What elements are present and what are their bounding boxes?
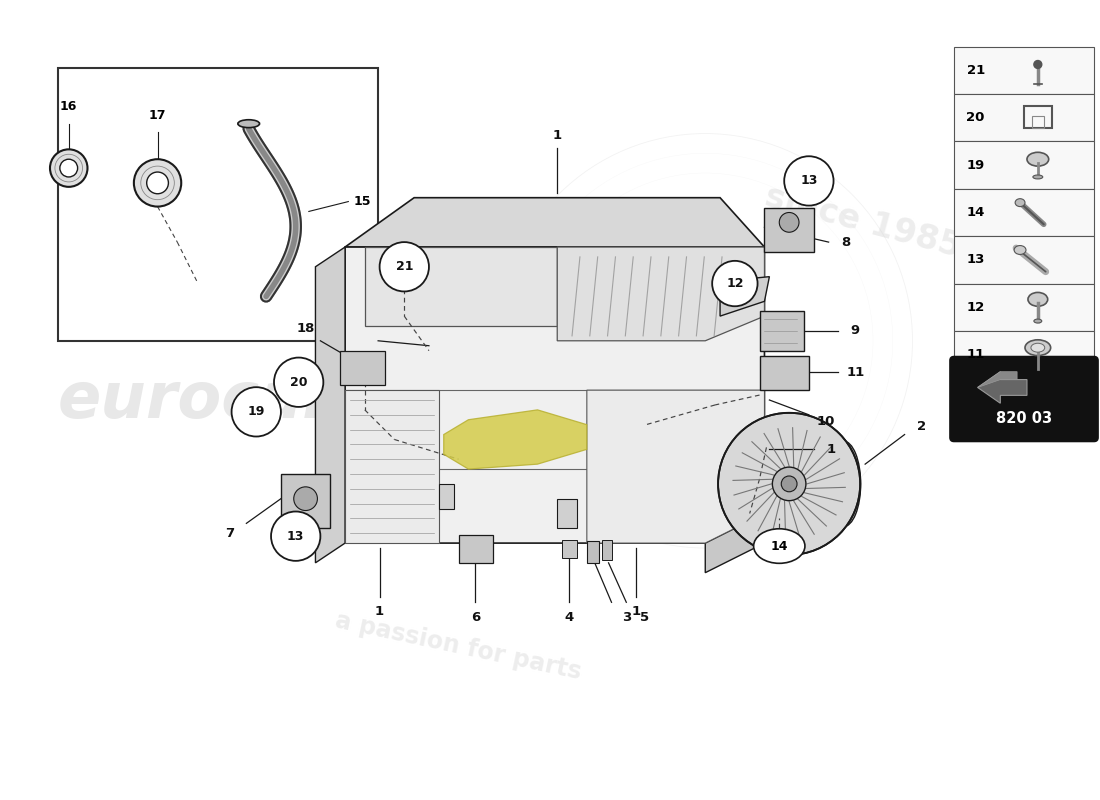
Circle shape [712, 261, 758, 306]
Text: 12: 12 [967, 301, 984, 314]
Bar [759, 311, 804, 350]
Bar [439, 484, 453, 509]
Text: 20: 20 [290, 376, 307, 389]
Text: 19: 19 [967, 158, 984, 172]
Text: 12: 12 [726, 277, 744, 290]
Ellipse shape [1015, 198, 1025, 206]
Text: eurocarparts: eurocarparts [58, 369, 524, 431]
Text: 10: 10 [816, 415, 835, 428]
Circle shape [718, 413, 860, 555]
Ellipse shape [1025, 340, 1050, 355]
Bar [586, 541, 598, 563]
Circle shape [271, 511, 320, 561]
Bar [954, 46, 1094, 94]
Circle shape [274, 358, 323, 407]
Bar [954, 331, 1094, 378]
Text: 19: 19 [248, 406, 265, 418]
Ellipse shape [238, 120, 260, 128]
Text: 7: 7 [226, 526, 234, 540]
FancyBboxPatch shape [950, 357, 1098, 442]
Polygon shape [720, 277, 769, 316]
Text: 18: 18 [296, 322, 315, 335]
Text: 8: 8 [840, 236, 850, 249]
Circle shape [134, 159, 182, 206]
Bar [764, 207, 814, 252]
Ellipse shape [1033, 175, 1043, 179]
Text: since 1985: since 1985 [761, 180, 965, 265]
Bar [58, 69, 378, 341]
Text: 5: 5 [639, 610, 649, 624]
Text: 14: 14 [770, 539, 788, 553]
Text: 21: 21 [396, 260, 412, 274]
Text: 2: 2 [916, 420, 926, 433]
Circle shape [784, 156, 834, 206]
Polygon shape [365, 247, 558, 326]
Circle shape [50, 150, 88, 187]
Text: 21: 21 [967, 64, 984, 77]
Ellipse shape [826, 441, 860, 526]
Circle shape [146, 172, 168, 194]
Text: 11: 11 [967, 348, 984, 361]
Bar [558, 498, 578, 528]
Text: 13: 13 [287, 530, 305, 542]
Ellipse shape [1028, 293, 1047, 306]
Polygon shape [345, 198, 764, 247]
Bar [1024, 106, 1052, 128]
Circle shape [779, 213, 799, 232]
Bar [562, 540, 578, 558]
Bar [602, 540, 612, 560]
Polygon shape [978, 372, 1018, 387]
Text: 3: 3 [621, 610, 631, 624]
Polygon shape [345, 390, 439, 543]
Text: 1: 1 [631, 605, 640, 618]
Text: 1: 1 [827, 443, 836, 456]
Text: 1: 1 [552, 129, 562, 142]
Ellipse shape [1014, 246, 1026, 254]
Text: 20: 20 [967, 111, 984, 124]
Bar [954, 189, 1094, 236]
Polygon shape [705, 514, 764, 573]
Text: 1: 1 [375, 605, 384, 618]
Bar [759, 355, 808, 390]
Text: 11: 11 [846, 366, 865, 379]
Text: 820 03: 820 03 [996, 410, 1052, 426]
Ellipse shape [1031, 343, 1045, 352]
Circle shape [59, 159, 78, 177]
Polygon shape [978, 372, 1027, 403]
Circle shape [772, 467, 806, 501]
Text: 15: 15 [353, 195, 371, 208]
Text: 14: 14 [967, 206, 984, 219]
Text: 17: 17 [148, 109, 166, 122]
Circle shape [781, 476, 798, 492]
Text: 16: 16 [60, 100, 77, 113]
Ellipse shape [1027, 152, 1048, 166]
Bar [954, 94, 1094, 142]
Polygon shape [558, 247, 764, 341]
Circle shape [379, 242, 429, 291]
Circle shape [294, 487, 318, 510]
Polygon shape [586, 390, 764, 543]
Polygon shape [316, 247, 345, 563]
Bar [459, 535, 493, 563]
Text: 9: 9 [850, 325, 860, 338]
Text: a passion for parts: a passion for parts [333, 609, 584, 685]
Text: 13: 13 [800, 174, 817, 187]
Bar [1032, 116, 1044, 128]
Ellipse shape [754, 529, 805, 563]
Text: 4: 4 [564, 610, 574, 624]
Text: 13: 13 [967, 254, 984, 266]
Polygon shape [345, 247, 764, 543]
Bar [954, 236, 1094, 283]
Bar [280, 474, 330, 528]
Text: 6: 6 [471, 610, 480, 624]
Bar [340, 350, 385, 385]
Bar [954, 283, 1094, 331]
Bar [954, 142, 1094, 189]
Circle shape [1034, 61, 1042, 69]
Circle shape [232, 387, 280, 437]
Ellipse shape [1034, 319, 1042, 323]
Polygon shape [443, 410, 586, 469]
